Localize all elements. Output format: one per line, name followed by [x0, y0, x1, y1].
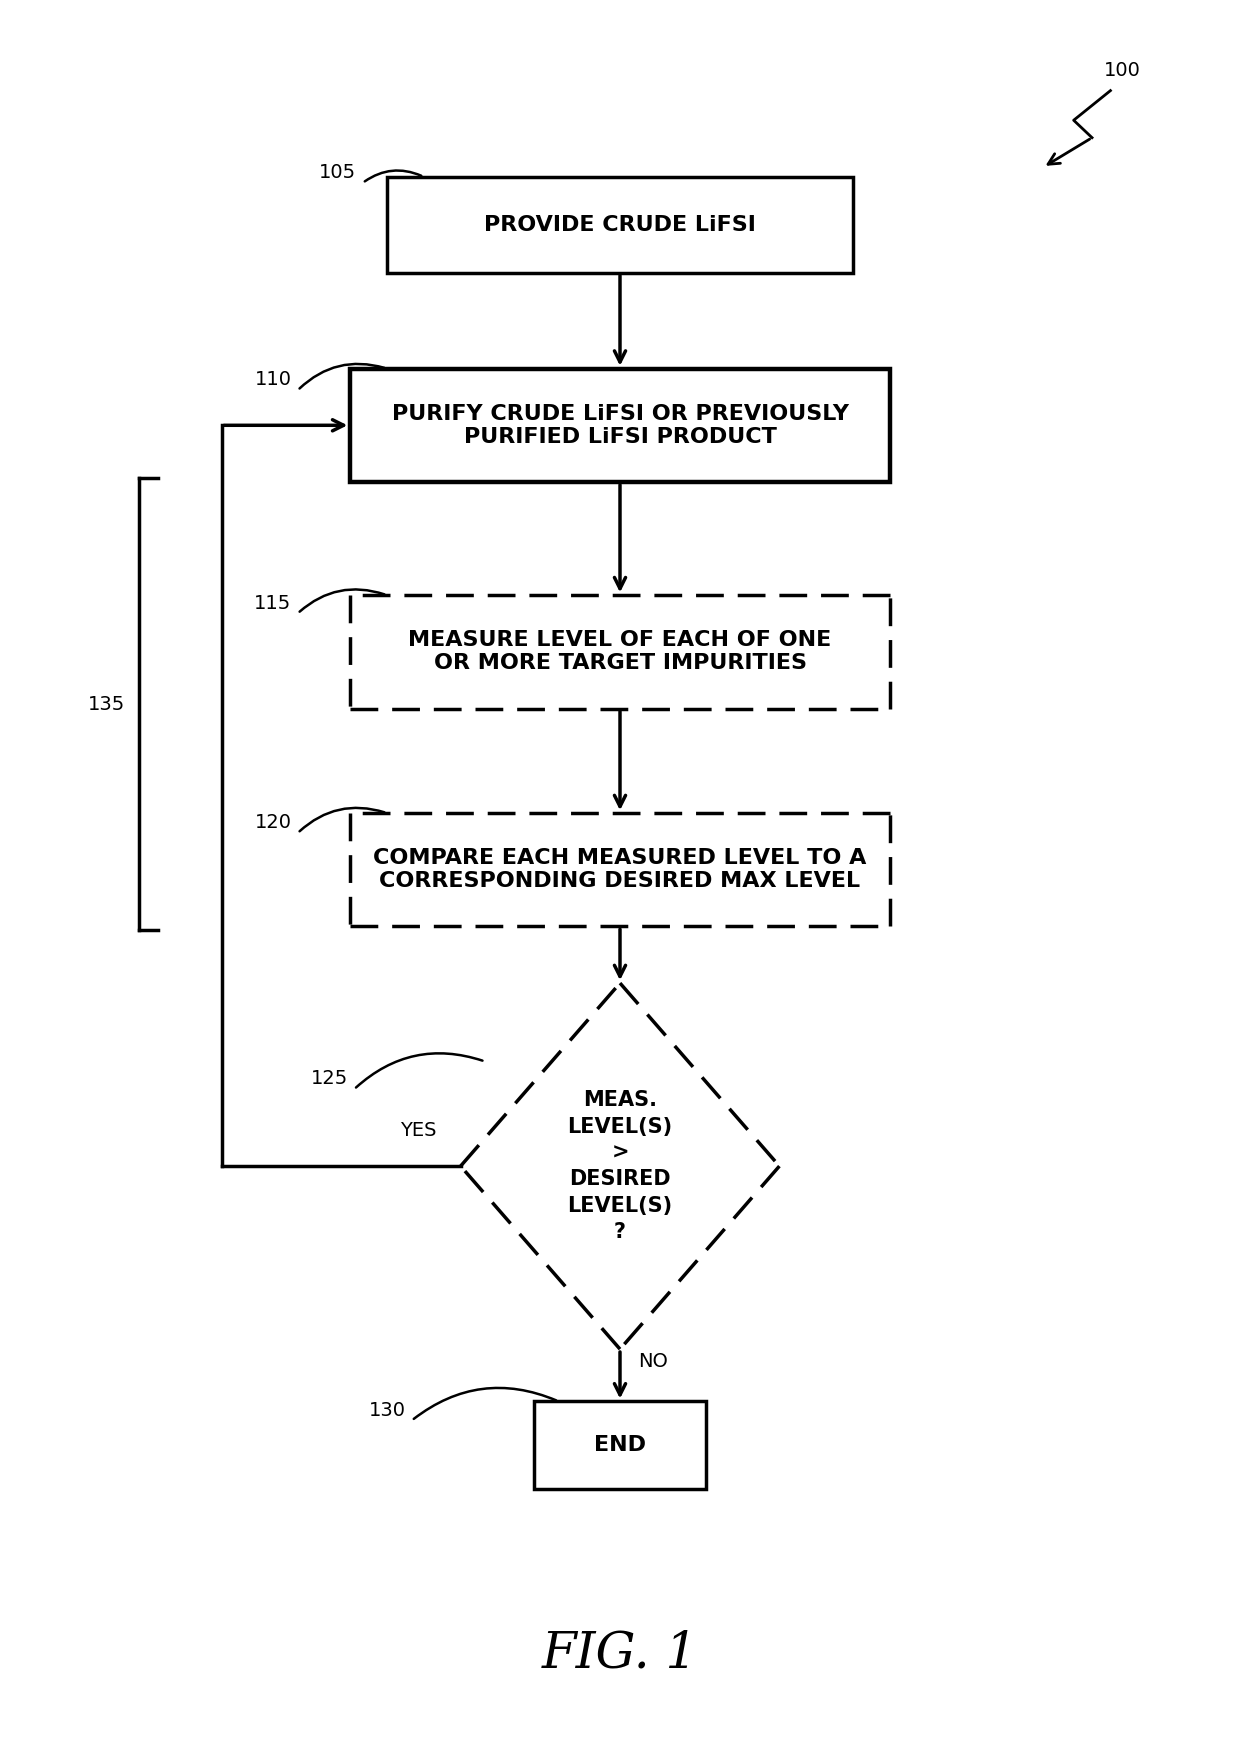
Bar [387, 177, 853, 272]
Text: YES: YES [399, 1121, 436, 1140]
Text: 135: 135 [87, 694, 125, 713]
Text: 120: 120 [254, 813, 291, 833]
Text: 100: 100 [1105, 61, 1141, 81]
Text: 130: 130 [368, 1400, 405, 1420]
Text: 110: 110 [254, 371, 291, 390]
Text: PURIFY CRUDE LiFSI OR PREVIOUSLY
PURIFIED LiFSI PRODUCT: PURIFY CRUDE LiFSI OR PREVIOUSLY PURIFIE… [392, 404, 848, 446]
Bar [350, 369, 890, 481]
Text: 115: 115 [254, 594, 291, 613]
Text: MEAS.
LEVEL(S)
>
DESIRED
LEVEL(S)
?: MEAS. LEVEL(S) > DESIRED LEVEL(S) ? [568, 1089, 672, 1242]
Bar [350, 813, 890, 926]
Text: PROVIDE CRUDE LiFSI: PROVIDE CRUDE LiFSI [484, 214, 756, 235]
Text: 125: 125 [310, 1070, 347, 1088]
Text: COMPARE EACH MEASURED LEVEL TO A
CORRESPONDING DESIRED MAX LEVEL: COMPARE EACH MEASURED LEVEL TO A CORRESP… [373, 849, 867, 891]
Text: 105: 105 [319, 163, 356, 183]
Text: NO: NO [639, 1351, 668, 1370]
Bar [534, 1402, 706, 1488]
Text: MEASURE LEVEL OF EACH OF ONE
OR MORE TARGET IMPURITIES: MEASURE LEVEL OF EACH OF ONE OR MORE TAR… [408, 631, 832, 673]
Text: FIG. 1: FIG. 1 [542, 1629, 698, 1680]
Text: END: END [594, 1435, 646, 1455]
Polygon shape [460, 984, 780, 1349]
Bar [350, 596, 890, 708]
